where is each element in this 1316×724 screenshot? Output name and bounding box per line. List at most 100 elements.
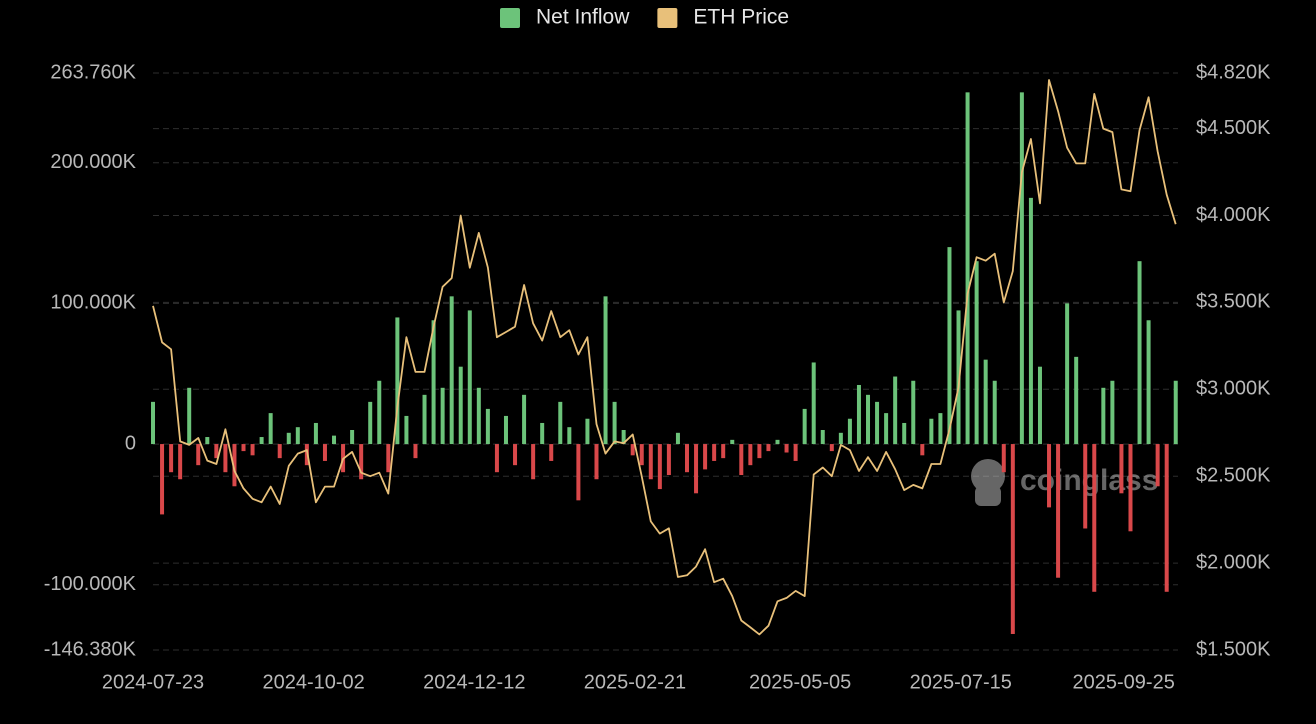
y-tick-label: -146.380K — [44, 638, 137, 660]
bar — [893, 376, 898, 445]
bar — [359, 444, 364, 480]
bar — [911, 380, 916, 445]
bar — [594, 444, 599, 480]
bar — [1037, 366, 1042, 445]
watermark-text: coinglass — [1020, 464, 1158, 497]
bar — [151, 401, 155, 445]
bar — [1146, 320, 1151, 445]
bar — [223, 444, 228, 473]
bar — [784, 444, 789, 453]
bar — [884, 413, 889, 445]
bar — [522, 394, 527, 445]
bar — [684, 444, 689, 473]
y-tick-label: 100.000K — [50, 292, 136, 314]
bar — [956, 310, 961, 445]
watermark-icon — [975, 486, 1001, 506]
bar — [178, 444, 183, 480]
bar — [811, 362, 816, 445]
y2-tick-label: $3.500K — [1196, 291, 1271, 313]
x-tick-label: 2024-12-12 — [423, 671, 525, 693]
bar — [992, 380, 997, 445]
bar — [431, 320, 436, 445]
x-tick-label: 2024-07-23 — [102, 671, 204, 693]
x-tick-label: 2025-02-21 — [584, 671, 686, 693]
watermark-icon — [971, 459, 1005, 493]
bar — [1028, 197, 1033, 445]
bar — [721, 444, 726, 459]
bar — [395, 317, 400, 445]
bar — [449, 296, 454, 445]
bar — [1047, 444, 1052, 508]
bar — [1119, 444, 1124, 494]
bar — [856, 384, 861, 445]
bar — [902, 422, 907, 445]
bar — [467, 310, 472, 445]
bar — [494, 444, 499, 473]
bar — [404, 415, 409, 445]
legend-label: ETH Price — [693, 6, 789, 29]
bar — [413, 444, 418, 459]
x-tick-label: 2025-05-05 — [749, 671, 851, 693]
bar — [1056, 444, 1061, 578]
y-tick-label: -100.000K — [44, 573, 137, 595]
bar — [1010, 444, 1015, 634]
y-tick-label: 0 — [125, 432, 136, 454]
bar — [657, 444, 662, 490]
bar — [757, 444, 762, 459]
bar — [1128, 444, 1133, 532]
y-tick-label: 200.000K — [50, 151, 136, 173]
bar — [712, 444, 717, 461]
bar — [214, 444, 219, 459]
bar — [386, 444, 391, 473]
bar — [259, 437, 264, 445]
bar — [1083, 444, 1088, 529]
bar — [558, 401, 563, 445]
x-tick-label: 2025-07-15 — [910, 671, 1012, 693]
bar — [1019, 92, 1024, 445]
y2-tick-label: $4.820K — [1196, 61, 1271, 83]
bar — [938, 413, 943, 445]
bar — [621, 429, 626, 445]
bar — [730, 439, 735, 445]
bar — [875, 401, 880, 445]
bar — [802, 408, 807, 445]
bar — [377, 380, 382, 445]
bar — [974, 261, 979, 445]
bar — [1101, 387, 1106, 445]
legend-label: Net Inflow — [536, 6, 630, 29]
y-tick-label: 263.760K — [50, 61, 136, 83]
bar — [703, 444, 708, 470]
bar — [1001, 444, 1006, 473]
bar — [1092, 444, 1097, 592]
bar — [313, 422, 318, 445]
y2-tick-label: $4.500K — [1196, 117, 1271, 139]
bar — [1074, 356, 1079, 445]
y2-tick-label: $3.000K — [1196, 378, 1271, 400]
x-tick-label: 2025-09-25 — [1073, 671, 1175, 693]
bar — [920, 444, 925, 456]
bar — [531, 444, 536, 480]
bar — [612, 401, 617, 445]
bar — [277, 444, 282, 459]
bar — [947, 247, 952, 445]
bar — [196, 444, 201, 466]
bar — [929, 418, 934, 445]
bar — [1155, 444, 1160, 487]
y2-tick-label: $2.000K — [1196, 551, 1271, 573]
bar — [820, 429, 825, 445]
bar — [694, 444, 699, 494]
bar — [549, 444, 554, 461]
bar — [250, 444, 255, 456]
bar — [476, 387, 481, 445]
bar — [187, 387, 192, 445]
legend-swatch — [657, 8, 678, 28]
bar — [332, 435, 337, 445]
bar — [603, 296, 608, 445]
x-tick-label: 2024-10-02 — [262, 671, 364, 693]
bar — [295, 427, 300, 445]
bar — [866, 394, 871, 445]
bar — [540, 422, 545, 445]
legend-swatch — [500, 8, 520, 28]
bar — [440, 387, 445, 445]
